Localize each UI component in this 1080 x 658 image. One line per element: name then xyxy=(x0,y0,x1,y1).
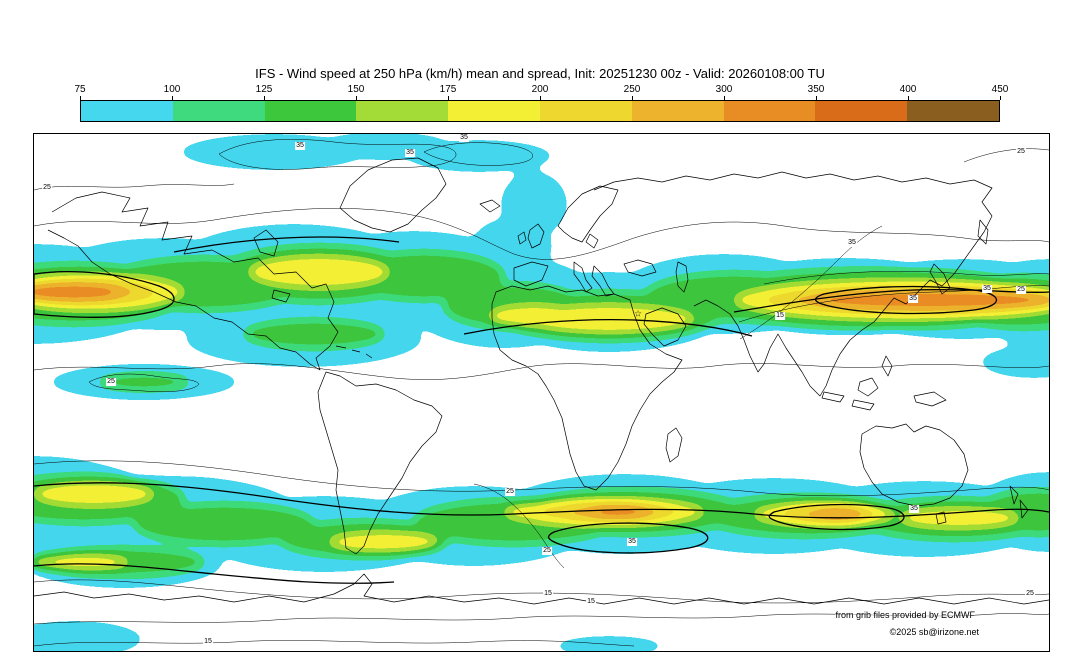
colorbar-tick-label: 125 xyxy=(255,84,273,95)
coastlines xyxy=(34,157,1049,605)
map-area: ☆ from grib files provided by ECMWF ©202… xyxy=(33,133,1050,652)
colorbar-ticks: 75 100 125 150 175 200 250 300 350 400 450 xyxy=(74,84,1008,100)
colorbar-segment-75-100 xyxy=(81,101,173,121)
colorbar-segment-100-125 xyxy=(172,101,265,121)
colorbar-segment-200-250 xyxy=(539,101,632,121)
colorbar-track xyxy=(80,100,1000,122)
colorbar-tick-label: 75 xyxy=(74,84,86,95)
colorbar-tick-label: 400 xyxy=(899,84,917,95)
colorbar-segment-400-450 xyxy=(907,101,999,121)
colorbar-tick-label: 350 xyxy=(807,84,825,95)
colorbar-tick-mark xyxy=(816,96,817,100)
colorbar-tick-mark xyxy=(356,96,357,100)
colorbar-tick-mark xyxy=(1000,96,1001,100)
colorbar-tick-mark xyxy=(908,96,909,100)
colorbar-tick-label: 300 xyxy=(715,84,733,95)
colorbar-tick-mark xyxy=(172,96,173,100)
colorbar-tick-label: 200 xyxy=(531,84,549,95)
colorbar-segment-125-150 xyxy=(264,101,357,121)
colorbar-tick-mark xyxy=(264,96,265,100)
colorbar-tick-mark xyxy=(540,96,541,100)
colorbar-segment-300-350 xyxy=(723,101,816,121)
colorbar-segment-150-175 xyxy=(356,101,449,121)
colorbar-tick-label: 150 xyxy=(347,84,365,95)
colorbar-segment-175-200 xyxy=(448,101,540,121)
colorbar-tick-label: 100 xyxy=(163,84,181,95)
spread-contours xyxy=(34,139,1049,647)
colorbar-tick-label: 175 xyxy=(439,84,457,95)
colorbar-tick-mark xyxy=(724,96,725,100)
map-canvas xyxy=(34,134,1049,651)
colorbar-tick-label: 250 xyxy=(623,84,641,95)
colorbar-tick-mark xyxy=(448,96,449,100)
page-title: IFS - Wind speed at 250 hPa (km/h) mean … xyxy=(255,66,825,81)
colorbar-tick-label: 450 xyxy=(991,84,1009,95)
colorbar-tick-mark xyxy=(632,96,633,100)
colorbar-tick-mark xyxy=(80,96,81,100)
colorbar-segment-350-400 xyxy=(815,101,908,121)
windspeed-field xyxy=(34,134,1049,651)
colorbar-segment-250-300 xyxy=(631,101,724,121)
